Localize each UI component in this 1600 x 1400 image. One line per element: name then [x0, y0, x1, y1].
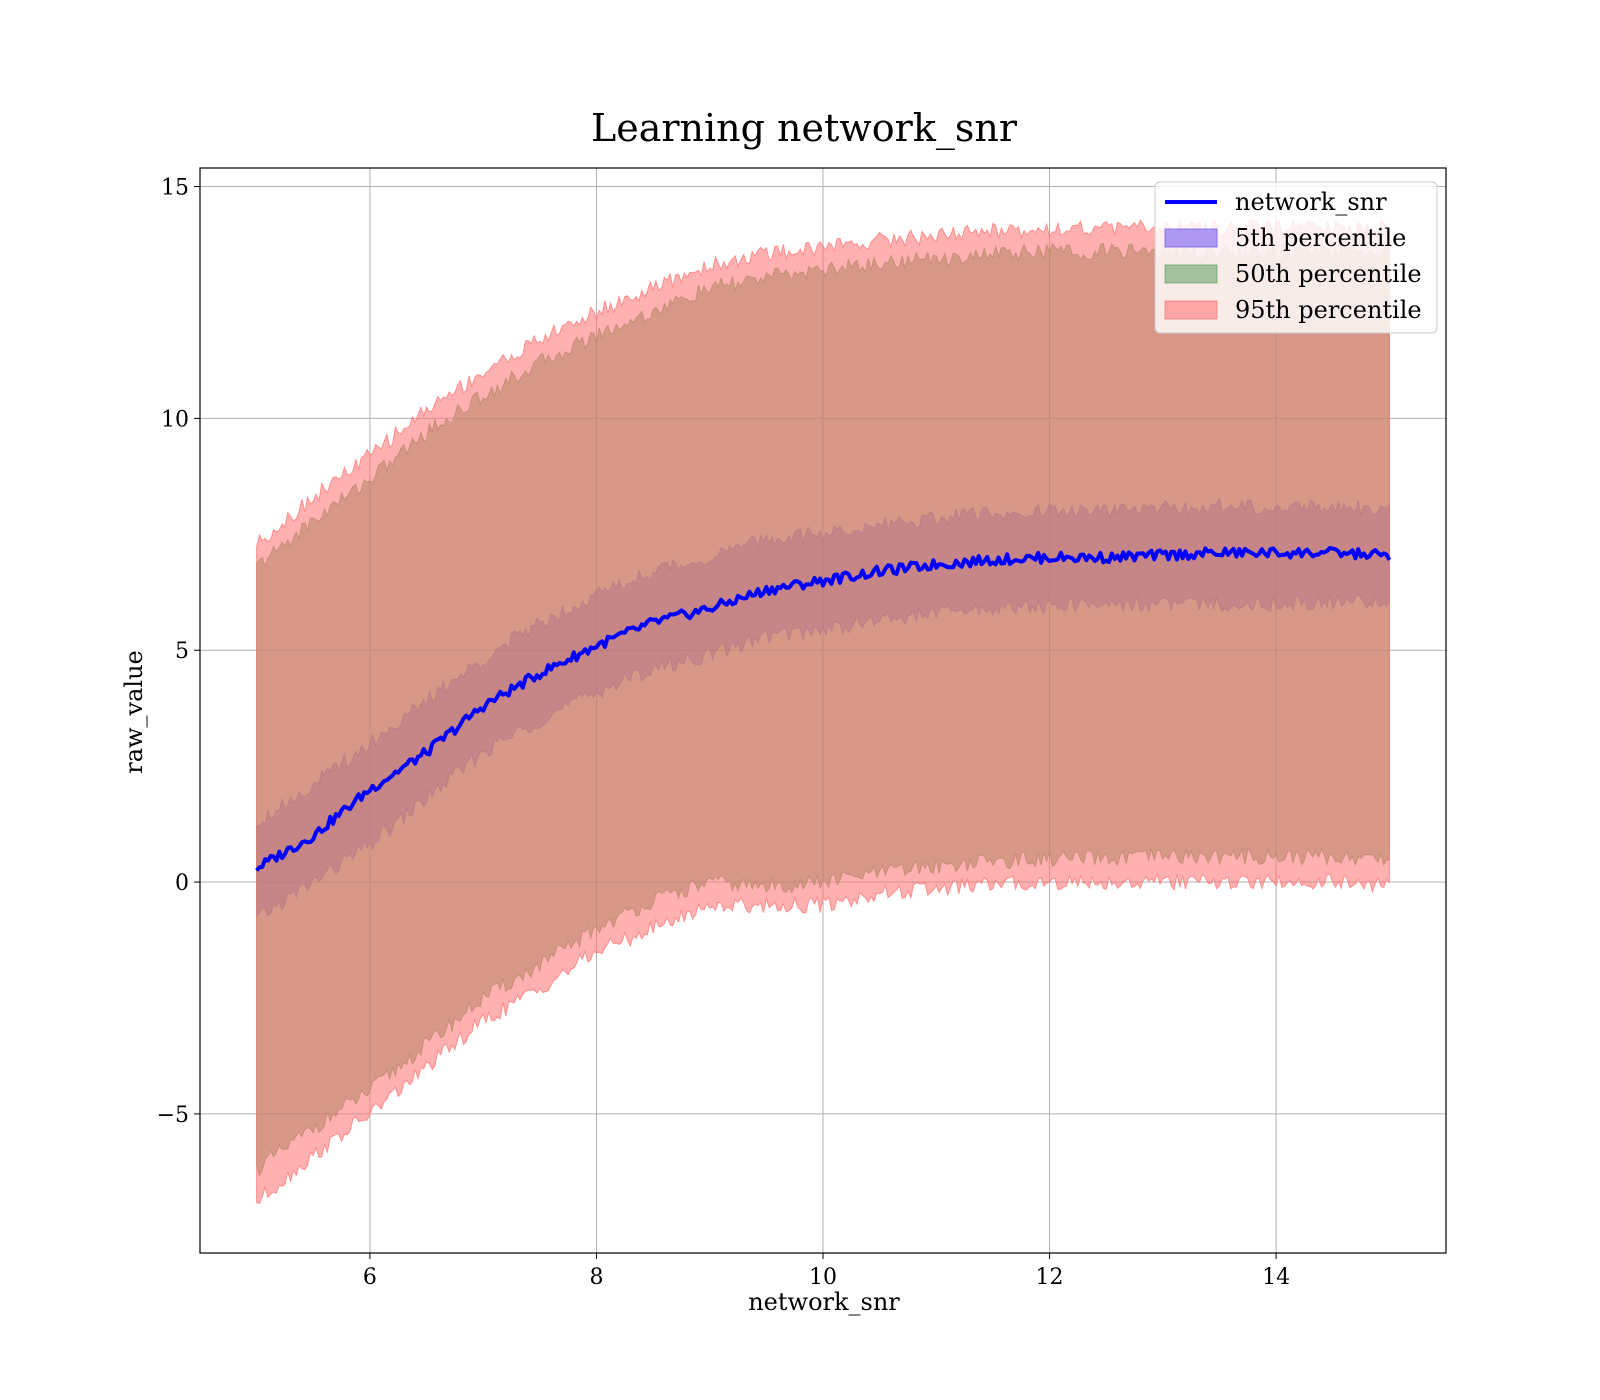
legend-patch-swatch — [1164, 228, 1218, 248]
y-tick-label: 0 — [175, 871, 189, 896]
chart-title: Learning network_snr — [591, 106, 1018, 151]
x-tick-label: 10 — [809, 1265, 837, 1290]
legend-label: 5th percentile — [1235, 224, 1406, 252]
band-95th-percentile — [256, 219, 1390, 1205]
legend-patch-swatch — [1164, 264, 1218, 284]
x-axis-ticks: 6 8 10 12 14 — [363, 1253, 1290, 1290]
legend-label: 95th percentile — [1235, 296, 1422, 324]
x-tick-label: 6 — [363, 1265, 377, 1290]
y-tick-label: −5 — [157, 1103, 189, 1128]
y-axis-ticks: −5 0 5 10 15 — [157, 176, 200, 1128]
series-line-network-snr — [255, 545, 1392, 872]
legend-box — [1154, 181, 1438, 334]
legend-patch-swatch — [1164, 300, 1218, 320]
x-tick-label: 14 — [1262, 1265, 1290, 1290]
y-axis-label: raw_value — [120, 650, 148, 774]
y-tick-label: 10 — [161, 407, 189, 432]
legend-label: network_snr — [1235, 188, 1387, 216]
legend-label: 50th percentile — [1235, 260, 1422, 288]
x-tick-label: 8 — [589, 1265, 603, 1290]
y-tick-label: 15 — [161, 176, 189, 201]
x-tick-label: 12 — [1036, 1265, 1064, 1290]
legend: network_snr 5th percentile 50th percentile… — [1154, 181, 1438, 334]
x-axis-label: network_snr — [748, 1288, 900, 1316]
data-lines — [255, 545, 1392, 872]
y-tick-label: 5 — [175, 639, 189, 664]
